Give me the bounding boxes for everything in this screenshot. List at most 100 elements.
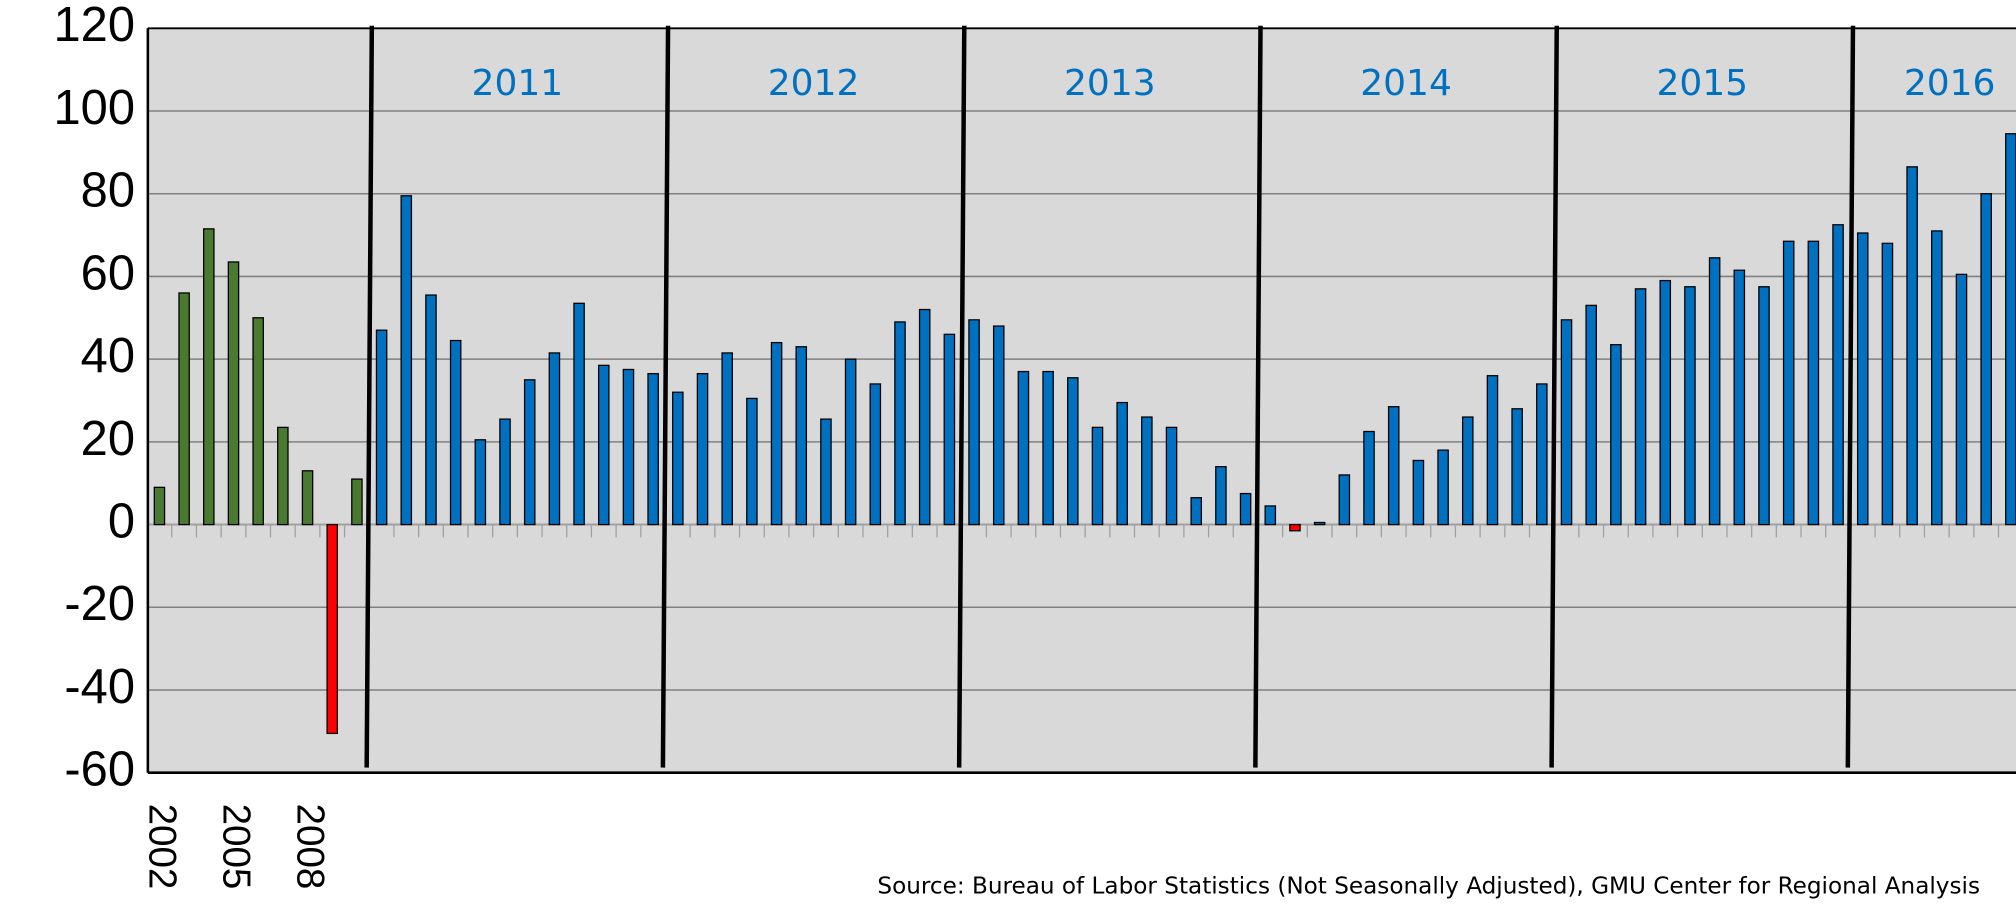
bar (499, 418, 511, 526)
bar (449, 339, 462, 526)
year-label: 2016 (1904, 63, 1996, 104)
bar (1289, 523, 1301, 532)
bar (227, 261, 240, 526)
bar (1980, 193, 1992, 526)
bar (696, 372, 709, 526)
y-tick-label: 100 (54, 81, 136, 135)
bar (918, 308, 931, 526)
bar (425, 294, 437, 526)
bar (203, 228, 215, 526)
bar (277, 426, 289, 526)
bar (1190, 497, 1203, 526)
bar (770, 341, 783, 526)
bar (1931, 230, 1943, 526)
bar (622, 368, 635, 526)
bar (1758, 286, 1770, 526)
bar (1165, 426, 1178, 526)
y-tick-label: -60 (64, 743, 135, 797)
bar (1091, 426, 1104, 526)
bar (1313, 521, 1326, 526)
year-separator (1253, 25, 1263, 768)
bar (1338, 474, 1351, 526)
bar (1363, 430, 1375, 526)
y-tick-label: -20 (64, 577, 135, 631)
year-label: 2011 (472, 63, 564, 104)
bar (1141, 416, 1153, 526)
bar (1585, 304, 1597, 526)
bar (1042, 370, 1054, 526)
bar (1610, 344, 1622, 526)
bar (820, 418, 832, 526)
bar (1807, 240, 1820, 526)
year-label: 2015 (1656, 63, 1748, 104)
bar (1856, 232, 1869, 526)
bar (1067, 377, 1079, 526)
bar (672, 391, 684, 526)
bar (1955, 273, 1968, 526)
bar (1387, 406, 1400, 526)
bar (1536, 383, 1548, 526)
bar (1708, 257, 1721, 526)
bar (1511, 408, 1523, 526)
bar (943, 333, 956, 526)
bar (153, 486, 166, 526)
bar (252, 317, 264, 526)
x-tick-label: 2005 (214, 804, 257, 890)
bar (894, 321, 906, 526)
bar (597, 364, 610, 526)
year-separator (1549, 25, 1559, 768)
bar (351, 478, 363, 526)
bar (992, 325, 1005, 526)
y-tick-label: 60 (81, 246, 135, 300)
year-separator (660, 25, 671, 768)
bar (2005, 133, 2016, 526)
bar (474, 439, 487, 526)
bar (326, 523, 339, 735)
bar (1461, 416, 1474, 526)
y-tick-label: 0 (108, 494, 135, 548)
bar (1684, 286, 1696, 526)
bar (746, 397, 758, 526)
bar (1264, 505, 1277, 526)
bar (1782, 240, 1795, 526)
source-note: Source: Bureau of Labor Statistics (Not … (877, 874, 1980, 900)
bar (1659, 279, 1672, 526)
bar (1437, 449, 1449, 526)
bar (1733, 269, 1746, 526)
bar (1412, 459, 1425, 526)
bar (647, 372, 659, 526)
bar (523, 379, 536, 526)
bar (1832, 224, 1844, 526)
year-separator (364, 25, 375, 768)
year-separator (1845, 25, 1856, 768)
x-tick-label: 2008 (288, 804, 331, 890)
year-separator (956, 25, 967, 768)
y-tick-label: 80 (81, 164, 135, 218)
bar (968, 319, 980, 526)
bar (1239, 492, 1252, 526)
bar (548, 352, 561, 526)
y-tick-label: -40 (64, 660, 135, 714)
bar (178, 292, 190, 526)
y-tick-label: 20 (81, 412, 135, 466)
bar (1215, 466, 1227, 526)
bar (1634, 288, 1647, 526)
bar (721, 352, 733, 526)
y-tick-label: 120 (54, 0, 136, 52)
bar (301, 470, 314, 526)
year-label: 2012 (768, 63, 860, 104)
x-tick-label: 2002 (140, 804, 183, 890)
y-tick-label: 40 (81, 329, 135, 383)
bar (844, 358, 857, 526)
bar (1906, 166, 1918, 526)
bar (375, 329, 388, 526)
bar (573, 302, 585, 526)
bar (1560, 319, 1573, 526)
bar (1881, 242, 1894, 526)
bar (400, 195, 413, 526)
bar (1017, 370, 1030, 526)
bar (795, 346, 808, 526)
bar (1116, 401, 1128, 526)
